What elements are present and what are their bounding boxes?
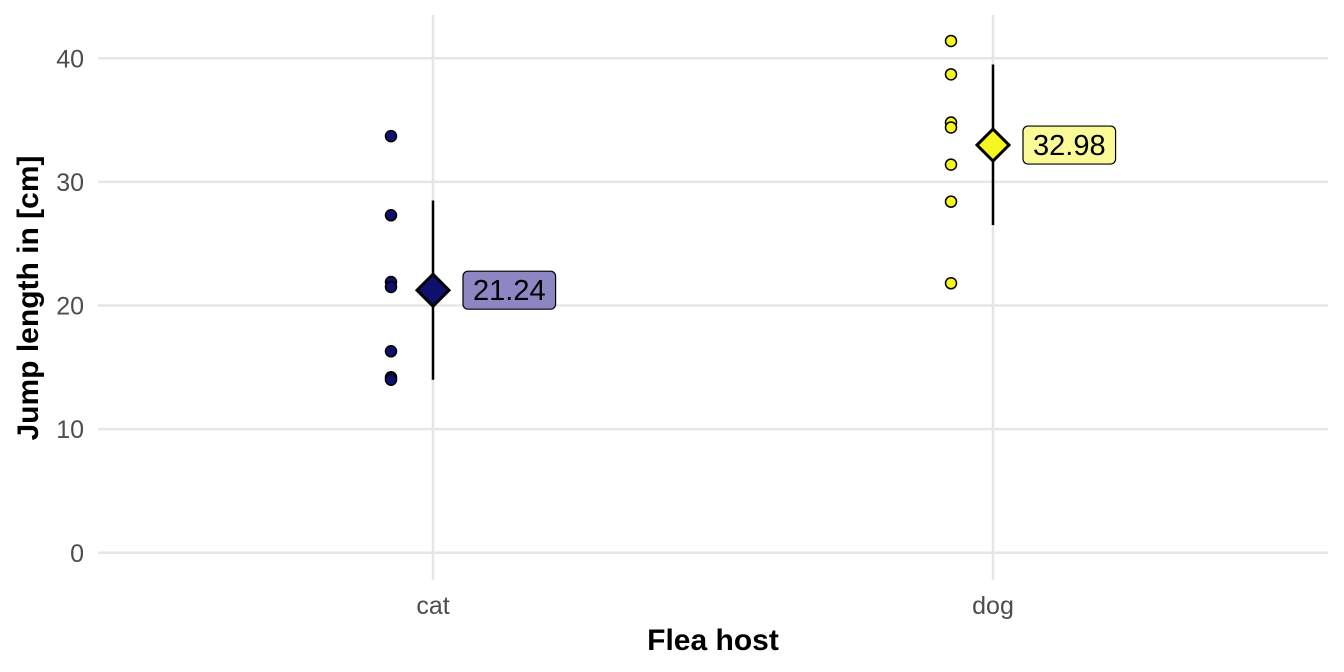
data-point [384,373,398,386]
mean-label: 21.24 [462,270,557,310]
mean-label-text: 21.24 [473,275,546,307]
data-point [384,280,398,294]
data-marks: 21.24 32.98 [384,34,1117,386]
series-dog: 32.98 [944,34,1117,290]
data-point [384,129,398,143]
data-point [944,34,958,48]
data-point [944,68,958,81]
y-tick-label: 40 [56,45,84,73]
y-axis-ticks: 0 10 20 30 40 [56,45,84,568]
data-point [944,121,958,134]
mean-label-text: 32.98 [1033,130,1106,162]
data-point [944,195,958,208]
x-axis-ticks: cat dog [416,592,1014,620]
data-point [944,277,958,290]
y-axis-title: Jump length in [cm] [12,156,45,441]
data-point [384,209,398,222]
x-tick-label: cat [416,592,449,620]
mean-label-box [1022,125,1117,165]
x-tick-label: dog [972,592,1014,620]
grid [98,15,1328,580]
series-cat: 21.24 [384,129,557,386]
data-point [944,158,958,171]
mean-label-box [462,270,557,310]
mean-marker [414,272,452,309]
mean-label: 32.98 [1022,125,1117,165]
x-axis-title: Flea host [647,624,779,657]
mean-marker [974,126,1012,164]
data-point [384,345,398,358]
y-tick-label: 0 [70,540,84,568]
y-tick-label: 30 [56,169,84,197]
y-tick-label: 20 [56,293,84,321]
y-tick-label: 10 [56,416,84,444]
